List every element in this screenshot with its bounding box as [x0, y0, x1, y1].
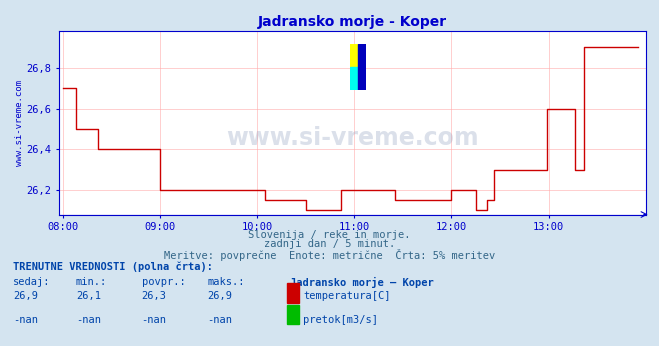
Text: -nan: -nan: [76, 315, 101, 325]
Text: Meritve: povprečne  Enote: metrične  Črta: 5% meritev: Meritve: povprečne Enote: metrične Črta:…: [164, 249, 495, 261]
Text: 26,9: 26,9: [208, 291, 233, 301]
Text: -nan: -nan: [13, 315, 38, 325]
Text: -nan: -nan: [142, 315, 167, 325]
Text: TRENUTNE VREDNOSTI (polna črta):: TRENUTNE VREDNOSTI (polna črta):: [13, 261, 213, 272]
Text: min.:: min.:: [76, 277, 107, 287]
Text: Slovenija / reke in morje.: Slovenija / reke in morje.: [248, 230, 411, 240]
Text: temperatura[C]: temperatura[C]: [303, 291, 391, 301]
Text: -nan: -nan: [208, 315, 233, 325]
Y-axis label: www.si-vreme.com: www.si-vreme.com: [15, 80, 24, 166]
Text: 26,9: 26,9: [13, 291, 38, 301]
Title: Jadransko morje - Koper: Jadransko morje - Koper: [258, 15, 447, 29]
Text: www.si-vreme.com: www.si-vreme.com: [226, 126, 479, 149]
Text: sedaj:: sedaj:: [13, 277, 51, 287]
Text: zadnji dan / 5 minut.: zadnji dan / 5 minut.: [264, 239, 395, 249]
Text: povpr.:: povpr.:: [142, 277, 185, 287]
Text: 26,3: 26,3: [142, 291, 167, 301]
Text: pretok[m3/s]: pretok[m3/s]: [303, 315, 378, 325]
Text: maks.:: maks.:: [208, 277, 245, 287]
Text: Jadransko morje – Koper: Jadransko morje – Koper: [290, 277, 434, 288]
Text: 26,1: 26,1: [76, 291, 101, 301]
